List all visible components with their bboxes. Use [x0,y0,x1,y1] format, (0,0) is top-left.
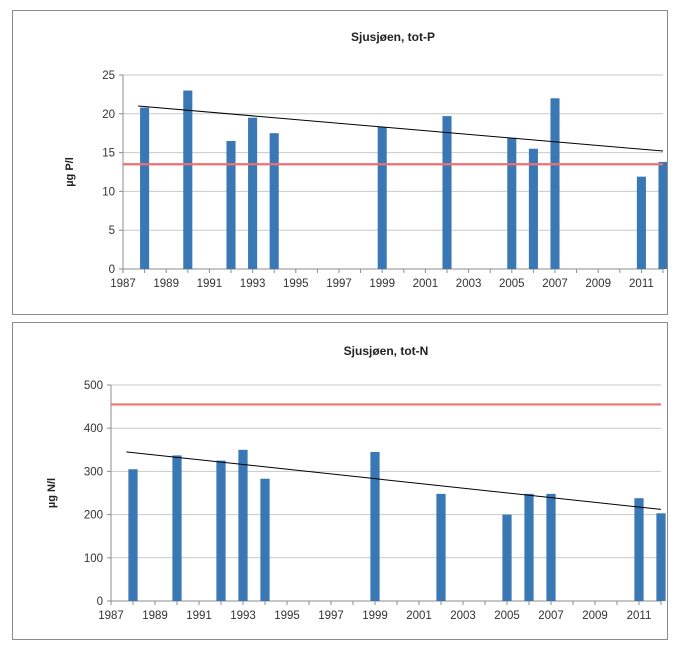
y-tick-label: 0 [109,264,115,276]
y-tick-label: 5 [109,225,115,237]
chart-tot-n: Sjusjøen, tot-N 0 100 200 300 400 500 1987 1989 1… [46,344,666,622]
x-tick-label: 1999 [362,610,388,622]
bar [634,498,644,601]
chart-title: Sjusjøen, tot-N [344,344,429,358]
x-tick-label: 2005 [499,278,525,290]
x-tick-label: 2007 [538,610,564,622]
bar [260,478,270,601]
x-tick-label: 1997 [326,278,352,290]
x-tick-label: 2001 [413,278,439,290]
y-tick-label: 100 [84,553,103,565]
chart-tot-p: Sjusjøen, tot-P 0 5 10 15 20 25 1987 1989 1991 199… [64,30,667,290]
bar [216,460,226,601]
y-tick-label: 300 [84,466,103,478]
x-tick-label: 1987 [110,278,136,290]
trend-line [138,105,664,152]
bar [248,117,258,270]
y-axis-label: µg P/l [64,157,76,187]
x-tick-label: 1989 [142,610,168,622]
x-tick-label: 1999 [369,278,395,290]
x-tick-label: 2003 [450,610,476,622]
bar [442,116,452,270]
bar [436,493,446,601]
bar [524,493,534,601]
chart-panel-tot-n: Sjusjøen, tot-N 0 100 200 300 400 500 1987 1989 1… [12,322,668,640]
x-tick-label: 1995 [283,278,309,290]
x-tick-label: 1987 [98,610,124,622]
y-tick-label: 400 [84,423,103,435]
x-tick-label: 1991 [186,610,212,622]
bar [377,126,387,269]
y-tick-label: 25 [102,70,115,82]
x-tick-label: 1995 [274,610,300,622]
x-tick-label: 2007 [542,278,568,290]
x-tick-label: 2009 [585,278,611,290]
bar [507,137,517,269]
bar [128,469,138,601]
y-tick-label: 10 [102,186,115,198]
x-tick-label: 2009 [582,610,608,622]
y-tick-label: 0 [97,596,103,608]
bar [502,514,512,601]
y-tick-label: 200 [84,510,103,522]
x-tick-label: 2011 [627,610,652,622]
bar [172,455,182,601]
bar [550,98,560,269]
x-tick-label: 1993 [240,278,266,290]
y-axis-label: µg N/l [46,478,58,508]
bar [528,148,538,269]
y-tick-label: 15 [102,148,115,160]
x-tick-label: 1993 [230,610,256,622]
x-tick-label: 1991 [197,278,223,290]
x-tick-label: 1989 [153,278,179,290]
bar [370,451,380,601]
bar [269,133,279,269]
bar [140,107,150,269]
bar [636,176,646,269]
chart-panel-tot-p: Sjusjøen, tot-P 0 5 10 15 20 25 1987 1989 1991 199… [12,10,668,315]
bar [238,449,248,601]
y-tick-label: 20 [102,109,115,121]
trend-line [126,451,662,510]
bar [658,161,667,269]
x-tick-label: 2001 [406,610,432,622]
bar [226,140,236,269]
bar [183,90,193,270]
chart-title: Sjusjøen, tot-P [351,30,435,44]
bar [656,513,666,601]
x-tick-label: 2005 [494,610,520,622]
x-tick-label: 2011 [629,278,654,290]
x-tick-label: 1997 [318,610,344,622]
x-tick-label: 2003 [456,278,482,290]
bar [546,493,556,601]
y-tick-label: 500 [84,380,103,392]
